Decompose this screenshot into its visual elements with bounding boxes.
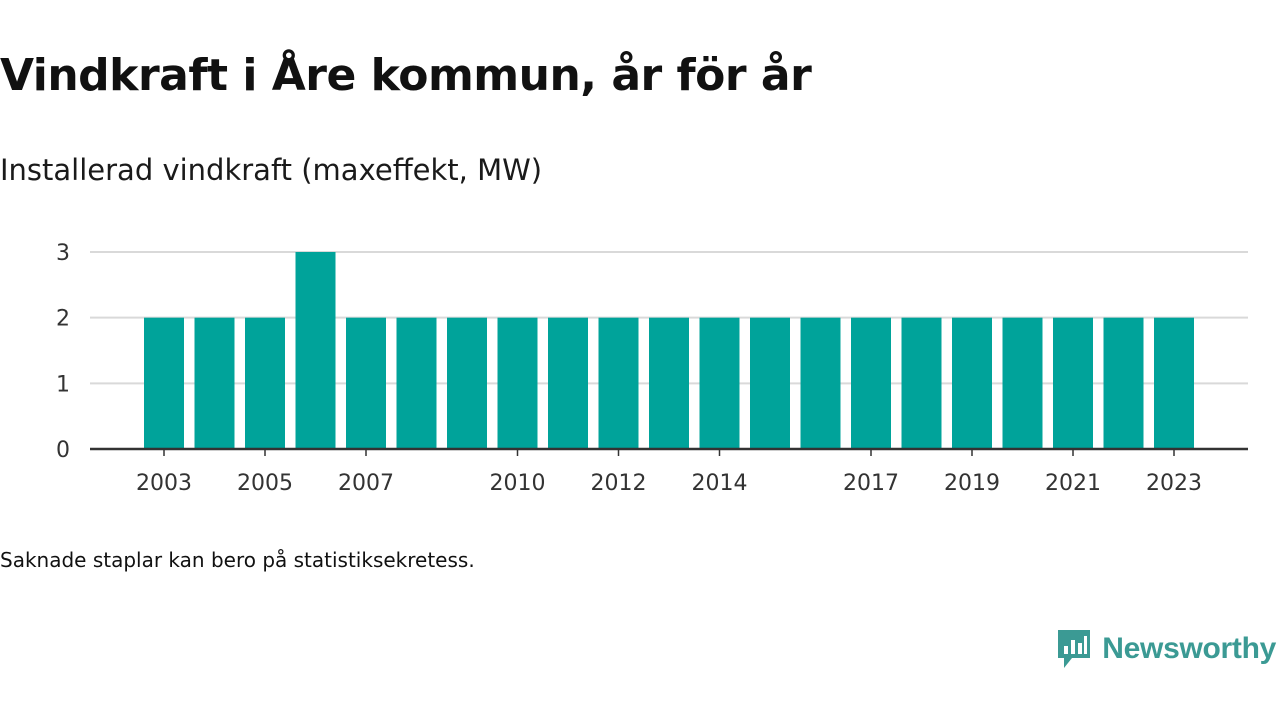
chart-subtitle: Installerad vindkraft (maxeffekt, MW) (0, 153, 543, 187)
bar-2009 (447, 317, 487, 449)
newsworthy-logo-icon (1058, 630, 1091, 668)
bar-2014 (699, 317, 740, 449)
x-tick-label: 2007 (338, 471, 394, 496)
bar-2013 (649, 317, 689, 449)
bar-2016 (800, 317, 841, 449)
bar-2007 (346, 317, 386, 449)
x-tick-label: 2014 (692, 471, 748, 496)
bar-2018 (901, 317, 942, 449)
bar-2011 (548, 317, 588, 449)
bar-2008 (396, 317, 437, 449)
bar-2023 (1154, 317, 1194, 449)
bar-2020 (1002, 317, 1043, 449)
x-tick-label: 2010 (490, 471, 546, 496)
bar-2012 (598, 317, 639, 449)
x-tick-label: 2017 (843, 471, 899, 496)
x-tick-label: 2005 (237, 471, 293, 496)
brand-name: Newsworthy (1102, 632, 1276, 665)
bar-2017 (851, 317, 891, 449)
newsworthy-logo[interactable]: Newsworthy (1056, 628, 1276, 670)
bar-2006 (295, 252, 336, 449)
y-tick-label: 3 (56, 241, 70, 266)
bar-2019 (952, 317, 992, 449)
bar-2003 (144, 317, 184, 449)
x-tick-label: 2003 (136, 471, 192, 496)
chart-title: Vindkraft i Åre kommun, år för år (0, 50, 812, 101)
bar-2005 (245, 317, 285, 449)
bar-2010 (497, 317, 538, 449)
x-tick-label: 2023 (1146, 471, 1202, 496)
bars (144, 252, 1194, 449)
footnote: Saknade staplar kan bero på statistiksek… (0, 548, 475, 572)
bar-2015 (750, 317, 790, 449)
y-tick-label: 0 (56, 438, 70, 463)
axes: 0 1 2 3 2003 2005 2007 2010 2012 2014 2017 2019 2021… (56, 241, 1248, 496)
bar-2022 (1103, 317, 1144, 449)
y-tick-label: 1 (56, 372, 70, 397)
bar-2004 (194, 317, 235, 449)
x-tick-label: 2019 (944, 471, 1000, 496)
bar-2021 (1053, 317, 1093, 449)
x-tick-label: 2012 (591, 471, 647, 496)
x-tick-label: 2021 (1045, 471, 1101, 496)
bar-chart: 0 1 2 3 2003 2005 2007 2010 2012 2014 2017 2019 2021… (56, 241, 1248, 496)
y-tick-label: 2 (56, 307, 70, 332)
